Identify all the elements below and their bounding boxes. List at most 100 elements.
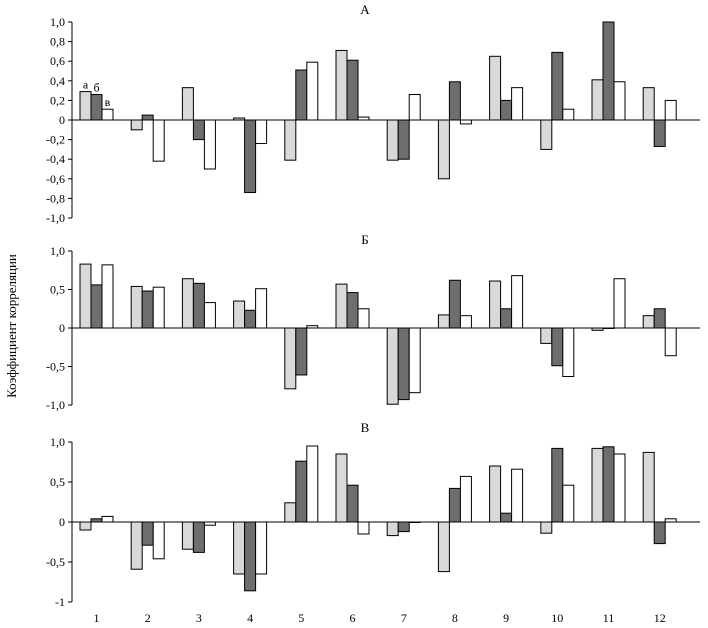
bar-в-3 [203,302,216,329]
bar-а-5 [284,327,297,390]
y-tick-label: -0,2 [46,133,65,147]
bar-б-4 [244,119,257,194]
bar-б-12 [653,521,666,545]
bar-в-8 [459,119,472,125]
y-tick-label: 0 [59,321,65,335]
x-tick-label: 6 [350,611,356,625]
y-tick-label: 0,4 [50,74,65,88]
bar-в-10 [562,108,575,121]
x-tick-label: 4 [247,611,253,625]
y-tick-label: 0,8 [50,35,65,49]
y-tick-label: 0 [59,515,65,529]
bar-в-4 [255,521,268,575]
bar-б-5 [295,460,308,523]
bar-б-7 [397,327,410,401]
bar-а-10 [540,119,553,150]
bar-а-12 [642,451,655,523]
bar-а-3 [181,87,194,121]
bar-в-9 [511,87,524,121]
bar-б-10 [551,447,564,523]
bar-б-12 [653,119,666,147]
y-tick-label: -1,0 [46,211,65,225]
x-tick-label: 11 [603,611,615,625]
bar-в-12 [664,518,677,523]
bar-а-9 [489,465,502,523]
bar-б-3 [192,282,205,329]
bar-а-6 [335,49,348,121]
bar-б-3 [192,521,205,553]
y-tick-label: -1 [55,595,65,609]
bar-в-7 [408,94,421,121]
bar-в-2 [152,521,165,560]
bar-б-9 [500,308,513,329]
y-tick-label: 0,5 [50,283,65,297]
bar-а-5 [284,502,297,523]
panel-title: В [361,420,370,435]
bar-б-10 [551,51,564,121]
bar-а-11 [591,447,604,523]
bar-в-7 [408,521,421,523]
bar-в-2 [152,119,165,162]
bar-б-3 [192,119,205,141]
bar-в-11 [613,278,626,329]
bar-letter-label: в [105,95,111,109]
bar-в-10 [562,327,575,378]
bar-а-6 [335,283,348,329]
bar-в-6 [357,521,370,535]
bar-б-6 [346,292,359,329]
bar-б-1 [90,284,103,329]
bar-а-10 [540,521,553,534]
y-tick-label: 1,0 [50,15,65,29]
bar-а-8 [437,119,450,180]
bar-б-7 [397,119,410,160]
bar-б-5 [295,69,308,121]
x-tick-label: 10 [551,611,563,625]
bar-а-1 [79,263,92,329]
bar-а-11 [591,327,604,331]
bar-а-5 [284,119,297,161]
bar-а-2 [130,285,143,329]
panel-title: А [360,2,370,17]
bar-б-2 [141,290,154,329]
bar-в-10 [562,484,575,523]
bar-б-8 [448,279,461,329]
bar-а-6 [335,453,348,523]
panel-1: А 1,0 0,8 0,6 0,4 0,2 0 -0,2 -0,4 -0,6 -0,8 -1,0 а бв [46,2,700,225]
y-axis-label: Коэффициент корреляции [4,254,19,398]
bar-letter-label: а [83,78,89,92]
bar-б-10 [551,327,564,367]
y-tick-label: 0,5 [50,475,65,489]
bar-а-2 [130,119,143,131]
bar-б-11 [602,446,615,523]
bar-в-11 [613,453,626,523]
bar-б-11 [602,327,615,329]
bar-б-9 [500,512,513,523]
bar-в-4 [255,119,268,145]
y-tick-label: -0,5 [46,555,65,569]
bar-б-8 [448,81,461,121]
panel-title: Б [361,232,368,247]
bar-а-3 [181,521,194,550]
bar-а-4 [233,300,246,329]
bar-б-4 [244,309,257,329]
y-tick-label: -1,0 [46,398,65,412]
bar-б-4 [244,521,257,592]
bar-в-4 [255,288,268,329]
x-tick-label: 2 [145,611,151,625]
x-axis-ticks: 1 2 3 4 5 6 7 8 9 10 11 12 [94,611,666,625]
y-tick-label: -0,8 [46,191,65,205]
y-tick-label: 0 [59,113,65,127]
bar-а-1 [79,91,92,121]
bar-а-10 [540,327,553,344]
y-tick-label: -0,4 [46,152,65,166]
bar-а-4 [233,521,246,575]
bar-б-1 [90,94,103,121]
panels-group: А 1,0 0,8 0,6 0,4 0,2 0 -0,2 -0,4 -0,6 -0,8 -1,0 а бв… [46,2,700,609]
bar-б-12 [653,308,666,329]
bar-б-11 [602,21,615,121]
x-tick-label: 3 [196,611,202,625]
bar-а-8 [437,521,450,573]
bar-в-9 [511,468,524,523]
bar-б-5 [295,327,308,376]
